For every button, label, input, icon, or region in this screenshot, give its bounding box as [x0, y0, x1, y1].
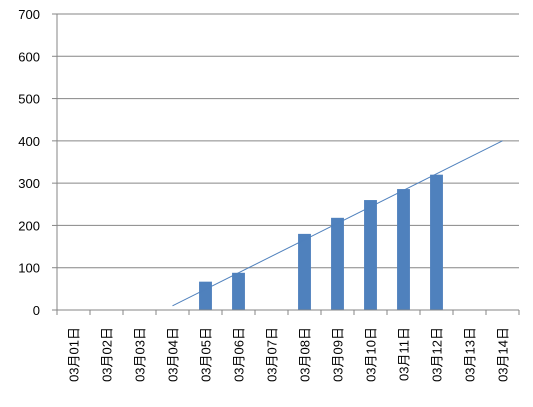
axes — [52, 13, 520, 315]
x-tick-label: 03月12日 — [430, 327, 445, 382]
bar — [232, 272, 245, 310]
bar-series — [199, 174, 443, 310]
y-tick-label: 300 — [18, 176, 40, 191]
y-tick-label: 0 — [33, 303, 40, 318]
x-tick-label: 03月02日 — [100, 327, 115, 382]
y-tick-label: 400 — [18, 134, 40, 149]
x-tick-label: 03月07日 — [265, 327, 280, 382]
y-tick-label: 700 — [18, 7, 40, 22]
bar — [331, 217, 344, 310]
y-tick-label: 100 — [18, 261, 40, 276]
bar — [298, 233, 311, 310]
x-tick-label: 03月05日 — [199, 327, 214, 382]
trendline-group — [172, 140, 503, 307]
x-tick-label: 03月10日 — [364, 327, 379, 382]
bar — [397, 189, 410, 310]
gridlines — [57, 13, 519, 269]
x-tick-label: 03月08日 — [298, 327, 313, 382]
x-tick-label: 03月14日 — [496, 327, 511, 382]
bar — [430, 174, 443, 310]
x-tick-label: 03月01日 — [67, 327, 82, 382]
x-tick-label: 03月03日 — [133, 327, 148, 382]
bar — [364, 200, 377, 310]
x-tick-label: 03月09日 — [331, 327, 346, 382]
x-tick-label: 03月04日 — [166, 327, 181, 382]
x-tick-label: 03月11日 — [397, 327, 412, 381]
y-tick-label: 200 — [18, 218, 40, 233]
x-tick-label: 03月06日 — [232, 327, 247, 382]
bar — [199, 281, 212, 310]
y-tick-labels: 0 100 200 300 400 500 600 700 — [18, 7, 40, 318]
y-tick-label: 500 — [18, 92, 40, 107]
x-tick-labels: 03月01日 03月02日 03月03日 03月04日 03月05日 03月06日 03月0… — [67, 327, 511, 382]
trendline — [172, 140, 503, 307]
x-tick-label: 03月13日 — [463, 327, 478, 382]
y-tick-label: 600 — [18, 49, 40, 64]
